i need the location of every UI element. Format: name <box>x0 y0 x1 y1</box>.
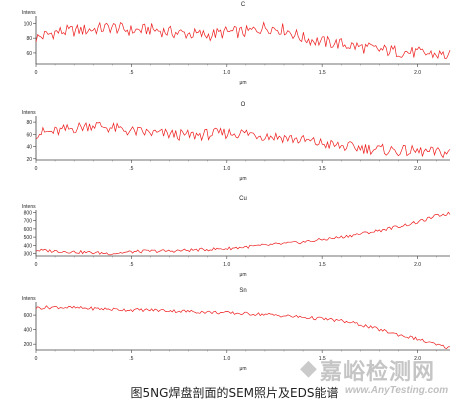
y-tick-label: 80 <box>26 36 32 42</box>
series-line <box>35 21 451 59</box>
y-tick-label: 60 <box>26 132 32 138</box>
chart-title: C <box>241 2 246 8</box>
x-tick-label: 1.0 <box>223 70 230 76</box>
chart-title: Sn <box>239 288 246 294</box>
x-axis-label: μm <box>239 176 246 182</box>
y-tick-label: 80 <box>26 120 32 126</box>
x-tick-label: 1.0 <box>223 166 230 172</box>
y-tick-label: 60 <box>26 51 32 57</box>
x-tick-label: 1.5 <box>319 70 326 76</box>
x-axis-label: μm <box>239 80 246 86</box>
y-tick-label: 600 <box>24 227 33 233</box>
x-tick-label: .5 <box>129 356 133 362</box>
x-axis-label: μm <box>239 366 246 372</box>
x-tick-label: 1.5 <box>319 262 326 268</box>
x-tick-label: 0 <box>35 356 38 362</box>
y-tick-label: 500 <box>24 235 33 241</box>
y-tick-label: 20 <box>26 157 32 163</box>
x-axis-label: μm <box>239 272 246 278</box>
y-axis-label: Intens <box>22 10 36 16</box>
y-tick-label: 300 <box>24 252 33 258</box>
y-tick-label: 200 <box>24 342 33 348</box>
x-tick-label: 0 <box>35 166 38 172</box>
x-tick-label: 1.5 <box>319 356 326 362</box>
y-tick-label: 600 <box>24 313 33 319</box>
x-tick-label: 1.5 <box>319 166 326 172</box>
x-tick-label: 1.0 <box>223 356 230 362</box>
x-tick-label: .5 <box>129 166 133 172</box>
y-axis-label: Intens <box>22 296 36 302</box>
chart-title: O <box>241 102 246 108</box>
series-line <box>35 121 451 159</box>
y-tick-label: 40 <box>26 145 32 151</box>
x-tick-label: 0 <box>35 70 38 76</box>
x-tick-label: 2.0 <box>414 356 421 362</box>
y-tick-label: 700 <box>24 219 33 225</box>
y-tick-label: 400 <box>24 243 33 249</box>
y-axis-label: Intens <box>22 110 36 116</box>
x-tick-label: .5 <box>129 70 133 76</box>
y-axis-label: Intens <box>22 204 36 210</box>
x-tick-label: 2.0 <box>414 262 421 268</box>
series-line <box>35 211 451 256</box>
x-tick-label: 0 <box>35 262 38 268</box>
watermark-cn: 嘉峪检测网 <box>320 360 436 385</box>
x-tick-label: 2.0 <box>414 70 421 76</box>
figure-caption: 图5NG焊盘剖面的SEM照片及EDS能谱 <box>130 386 339 400</box>
x-tick-label: .5 <box>129 262 133 268</box>
x-tick-label: 2.0 <box>414 166 421 172</box>
watermark-en: www.AnyTesting.com <box>345 385 449 396</box>
chart-title: Cu <box>239 196 247 202</box>
series-line <box>35 305 451 349</box>
y-tick-label: 100 <box>24 21 33 27</box>
diamond-logo-icon: ◆ <box>300 356 317 381</box>
x-tick-label: 1.0 <box>223 262 230 268</box>
y-tick-label: 400 <box>24 328 33 334</box>
y-tick-label: 800 <box>24 210 33 216</box>
